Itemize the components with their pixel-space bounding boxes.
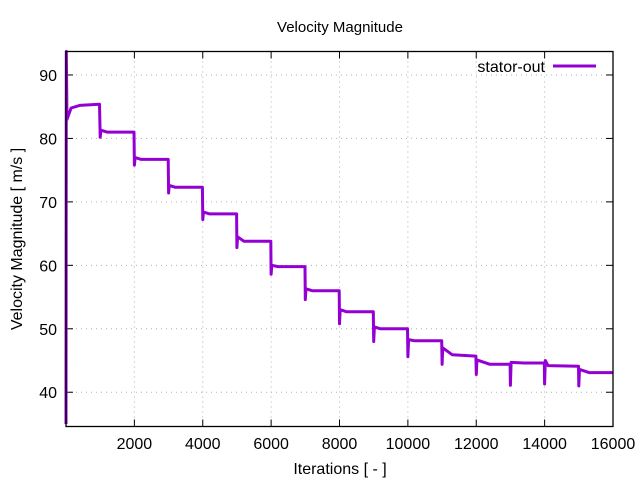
x-tick-label: 8000	[322, 436, 358, 453]
x-axis-label: Iterations [ - ]	[293, 461, 386, 478]
x-tick-label: 12000	[454, 436, 499, 453]
y-axis-label: Velocity Magnitude [ m/s ]	[9, 148, 26, 330]
y-tick-label: 40	[39, 385, 57, 402]
y-tick-label: 80	[39, 131, 57, 148]
grid	[66, 51, 613, 427]
y-tick-label: 50	[39, 322, 57, 339]
x-tick-label: 16000	[591, 436, 636, 453]
x-tick-label: 10000	[386, 436, 431, 453]
y-tick-label: 60	[39, 258, 57, 275]
plot-border	[65, 50, 614, 428]
ticks: 2000 4000 6000 8000 10000 12000 14000 16000 40 50…	[39, 51, 636, 453]
legend-label: stator-out	[477, 59, 545, 76]
x-tick-label: 2000	[117, 436, 153, 453]
x-tick-label: 14000	[522, 436, 567, 453]
y-tick-label: 90	[39, 68, 57, 85]
y-tick-label: 70	[39, 195, 57, 212]
chart-title: Velocity Magnitude	[277, 19, 403, 36]
x-tick-label: 6000	[253, 436, 289, 453]
x-tick-label: 4000	[185, 436, 221, 453]
series-line-stator-out	[64, 50, 613, 425]
